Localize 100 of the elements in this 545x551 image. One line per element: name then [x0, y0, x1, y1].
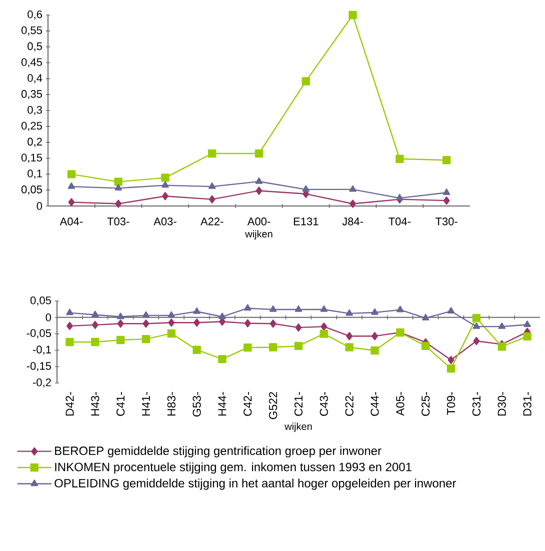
- legend-label: BEROEP gemiddelde stijging gentrification groep per inwoner: [55, 446, 382, 458]
- x-tick-label: G53-: [192, 392, 201, 417]
- point: [523, 332, 532, 341]
- point: [115, 200, 122, 208]
- point: [218, 312, 226, 320]
- x-tick-label: C41-: [116, 392, 125, 416]
- x-tick-label: C25-: [422, 392, 430, 416]
- legend-label: INKOMEN procentuele stijging gem. inkomen tussen 1993 en 2001: [55, 462, 412, 474]
- point: [396, 194, 404, 200]
- point: [142, 320, 150, 328]
- point: [302, 77, 310, 86]
- point: [346, 309, 353, 316]
- point: [448, 356, 454, 364]
- x-tick-label: D30-: [498, 392, 506, 416]
- point: [349, 185, 356, 192]
- y-tick-label: 0,05: [30, 296, 51, 306]
- point: [345, 343, 354, 352]
- x-tick-label: A03-: [154, 218, 176, 226]
- point: [268, 343, 278, 352]
- point: [92, 320, 98, 330]
- point: [255, 177, 263, 184]
- point: [294, 305, 302, 312]
- x-tick-label: D31-: [523, 392, 532, 416]
- y-tick-label: 0,55: [21, 26, 42, 36]
- point: [302, 185, 310, 192]
- point: [372, 332, 378, 340]
- x-tick-label: D42-: [66, 392, 74, 416]
- point: [498, 322, 506, 329]
- point: [194, 318, 200, 327]
- point: [142, 311, 150, 318]
- point: [142, 334, 150, 344]
- point: [320, 322, 328, 331]
- point: [91, 338, 100, 346]
- point: [244, 304, 252, 311]
- point: [162, 192, 168, 200]
- x-tick-label: A22-: [200, 218, 224, 226]
- point: [320, 305, 328, 312]
- point: [192, 346, 201, 354]
- point: [66, 322, 73, 330]
- point: [346, 332, 353, 340]
- point: [442, 156, 451, 164]
- point: [168, 311, 176, 318]
- point: [295, 323, 302, 332]
- x-axis-title: wijken: [245, 230, 272, 240]
- point: [68, 182, 76, 189]
- point: [269, 305, 277, 312]
- x-axis-title: wijken: [284, 422, 312, 432]
- x-tick-label: T04-: [388, 218, 410, 226]
- point: [208, 182, 216, 189]
- y-tick-label: 0,6: [28, 10, 42, 20]
- point: [168, 318, 175, 327]
- x-tick-label: C44-: [370, 392, 379, 416]
- point: [254, 149, 264, 158]
- point: [320, 330, 328, 338]
- point: [498, 342, 506, 351]
- x-tick-label: T30-: [435, 218, 458, 226]
- point: [370, 346, 379, 355]
- point: [66, 308, 74, 316]
- y-tick-label: 0,45: [21, 58, 42, 68]
- x-tick-label: C22-: [345, 392, 354, 416]
- x-tick-label: T03-: [107, 218, 130, 226]
- point: [472, 322, 480, 329]
- y-tick-label: 0,4: [28, 74, 42, 84]
- x-tick-label: H44-: [218, 392, 226, 416]
- point: [244, 343, 252, 352]
- x-tick-label: H43-: [91, 392, 100, 416]
- y-tick-label: -0,15: [26, 362, 51, 372]
- point: [116, 336, 125, 344]
- point: [256, 186, 262, 195]
- point: [350, 200, 356, 208]
- point: [524, 320, 531, 327]
- x-tick-label: A00-: [247, 218, 270, 226]
- y-tick-label: -0,1: [33, 346, 51, 355]
- point: [348, 10, 357, 20]
- y-tick-label: -0,05: [26, 329, 51, 338]
- y-tick-label: 0,3: [28, 106, 42, 116]
- x-tick-label: G522: [269, 392, 278, 420]
- point: [114, 184, 122, 191]
- x-tick-label: T09-: [446, 392, 456, 415]
- x-tick-label: J84-: [342, 218, 363, 226]
- point: [161, 174, 170, 182]
- point: [446, 364, 456, 373]
- point: [92, 310, 99, 318]
- y-tick-label: 0: [46, 314, 52, 322]
- x-tick-label: A04-: [60, 218, 83, 226]
- point: [114, 178, 122, 186]
- x-tick-label: H41-: [142, 392, 150, 416]
- y-tick-label: -0,2: [33, 378, 51, 388]
- legend-label: OPLEIDING gemiddelde stijging in het aantal hoger opgeleiden per inwoner: [54, 478, 456, 490]
- point: [422, 342, 430, 350]
- point: [371, 308, 378, 315]
- point: [167, 329, 176, 338]
- point: [447, 307, 455, 314]
- y-tick-label: 0,5: [28, 42, 42, 52]
- point: [162, 181, 169, 188]
- y-tick-label: 0,25: [21, 122, 42, 131]
- point: [473, 336, 480, 346]
- point: [442, 188, 450, 195]
- point: [67, 170, 76, 178]
- x-tick-label: A05-: [396, 392, 404, 416]
